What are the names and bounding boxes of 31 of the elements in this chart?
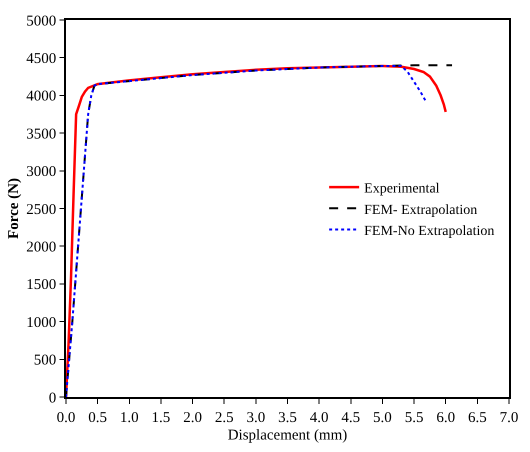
y-tick-label: 5000 xyxy=(26,13,56,30)
x-tick-label: 1.0 xyxy=(120,410,139,426)
y-tick-label: 2000 xyxy=(26,239,56,256)
y-tick-label: 2500 xyxy=(26,202,56,218)
y-axis-title: Force (N) xyxy=(6,178,22,239)
y-tick-label: 500 xyxy=(34,352,56,369)
x-tick-label: 6.5 xyxy=(468,410,487,426)
x-tick-label: 1.5 xyxy=(152,410,170,426)
y-tick-label: 0 xyxy=(48,390,56,406)
legend-label: Experimental xyxy=(364,182,440,197)
y-tick-label: 1000 xyxy=(26,314,56,331)
y-tick-label: 3500 xyxy=(26,126,56,142)
x-axis-title: Displacement (mm) xyxy=(228,427,348,444)
x-tick-label: 6.0 xyxy=(436,410,456,426)
x-tick-label: 5.5 xyxy=(404,410,424,426)
x-tick-label: 0.5 xyxy=(88,410,108,426)
legend-label: FEM-No Extrapolation xyxy=(364,224,494,239)
x-tick-label: 2.5 xyxy=(214,410,234,426)
x-tick-label: 4.5 xyxy=(341,410,360,426)
x-tick-label: 3.0 xyxy=(246,410,266,426)
legend-label: FEM- Extrapolation xyxy=(364,202,478,218)
y-tick-label: 3000 xyxy=(26,164,56,180)
x-tick-label: 7.0 xyxy=(500,410,518,426)
x-tick-label: 5.0 xyxy=(373,410,392,426)
x-tick-label: 0.0 xyxy=(56,410,76,426)
x-tick-label: 2.0 xyxy=(183,410,202,426)
y-tick-label: 4500 xyxy=(26,50,56,67)
y-tick-label: 4000 xyxy=(26,88,56,105)
x-tick-label: 3.5 xyxy=(278,410,297,426)
x-tick-label: 4.0 xyxy=(310,410,329,426)
y-tick-label: 1500 xyxy=(26,277,56,294)
